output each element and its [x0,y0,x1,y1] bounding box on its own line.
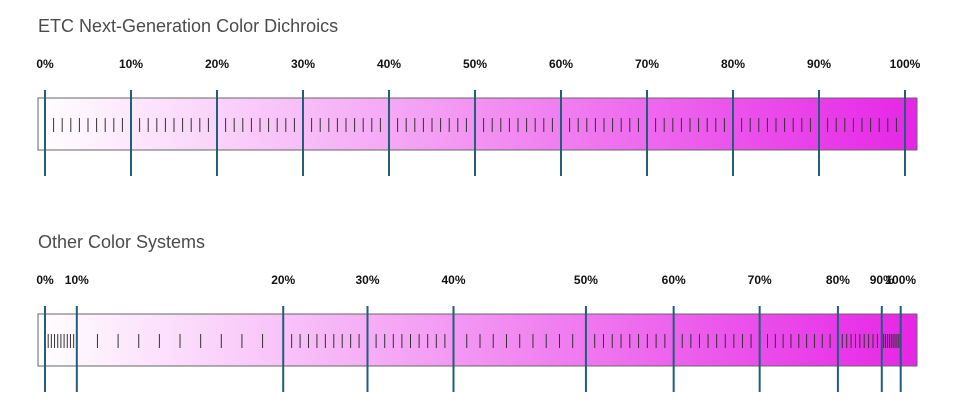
other-systems-scale: 0% 10% 20% 30% 40% 50% 60% 70% 80% 90%100% [36,273,918,392]
percent-label: 40% [377,57,401,71]
dichroics-scale: 0% 10% 20% 30% 40% 50% 60% 70% 80% 90% 100% [36,57,921,176]
percent-label: 100% [885,273,916,287]
percent-label: 60% [549,57,573,71]
dichroics-section: ETC Next-Generation Color Dichroics 0% 10… [0,0,960,200]
percent-label: 20% [271,273,295,287]
percent-label: 0% [36,57,54,71]
percent-label: 20% [205,57,229,71]
percent-label: 0% [36,273,54,287]
gradient-bar [37,313,918,367]
section-title: Other Color Systems [38,232,206,252]
percent-label: 90% [870,273,894,287]
percent-label: 50% [574,273,598,287]
percent-label: 30% [355,273,379,287]
gradient-bar [37,97,918,151]
percent-label: 70% [635,57,659,71]
percent-label: 70% [748,273,772,287]
percent-label: 40% [441,273,465,287]
percent-label: 10% [65,273,89,287]
percent-label: 30% [291,57,315,71]
percent-label: 100% [890,57,921,71]
percent-label: 80% [721,57,745,71]
percent-label: 80% [826,273,850,287]
percent-label: 50% [463,57,487,71]
percent-label: 60% [662,273,686,287]
other-systems-section: Other Color Systems 0% 10% 20% 30% 40% 50% 60%… [0,216,960,400]
percent-label: 10% [119,57,143,71]
percent-label: 90% [807,57,831,71]
section-title: ETC Next-Generation Color Dichroics [38,16,339,36]
